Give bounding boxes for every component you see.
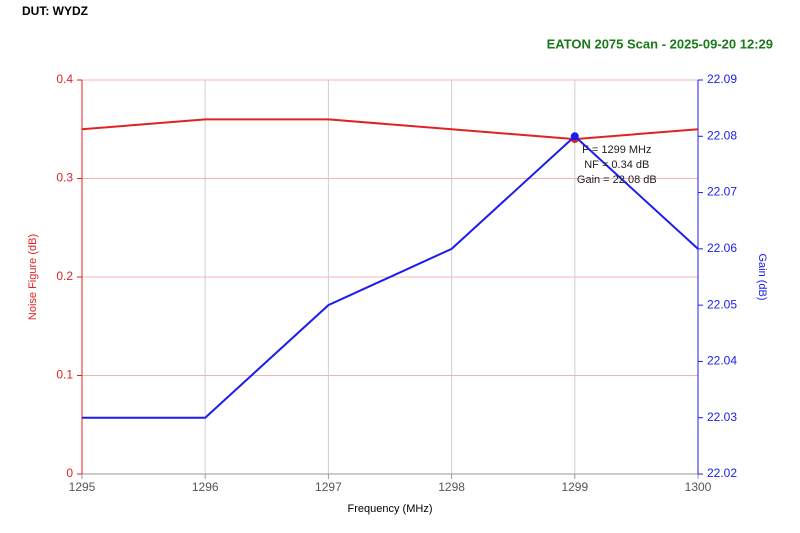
header: DUT: WYDZ <box>22 4 88 18</box>
x-tick-label: 1297 <box>315 480 342 494</box>
y-tick-label: 0.2 <box>56 269 73 283</box>
y2-tick-label: 22.09 <box>707 72 737 86</box>
marker-point <box>570 132 579 141</box>
annotation: F = 1299 MHz <box>582 144 651 156</box>
y-tick-label: 0.1 <box>56 368 73 382</box>
y2-tick-label: 22.05 <box>707 297 737 311</box>
y2-tick-label: 22.08 <box>707 128 737 142</box>
y-tick-label: 0.3 <box>56 171 73 185</box>
annotation: NF = 0.34 dB <box>584 159 649 171</box>
annotation: Gain = 22.08 dB <box>577 174 657 186</box>
x-tick-label: 1300 <box>685 480 712 494</box>
y2-axis-label: Gain (dB) <box>756 253 768 300</box>
x-tick-label: 1295 <box>69 480 96 494</box>
y-tick-label: 0.4 <box>56 72 73 86</box>
y2-tick-label: 22.07 <box>707 185 737 199</box>
y-axis-label: Noise Figure (dB) <box>27 234 39 320</box>
series-line <box>81 118 699 141</box>
series-line <box>82 134 699 419</box>
y2-tick-label: 22.04 <box>707 354 737 368</box>
y2-tick-label: 22.03 <box>707 410 737 424</box>
chart-title: EATON 2075 Scan - 2025-09-20 12:29 <box>547 36 773 51</box>
x-axis-label: Frequency (MHz) <box>348 503 433 515</box>
x-tick-label: 1298 <box>438 480 465 494</box>
x-tick-label: 1296 <box>192 480 219 494</box>
x-tick-label: 1299 <box>561 480 588 494</box>
y-tick-label: 0 <box>66 466 73 480</box>
y2-tick-label: 22.06 <box>707 241 737 255</box>
y2-tick-label: 22.02 <box>707 466 737 480</box>
